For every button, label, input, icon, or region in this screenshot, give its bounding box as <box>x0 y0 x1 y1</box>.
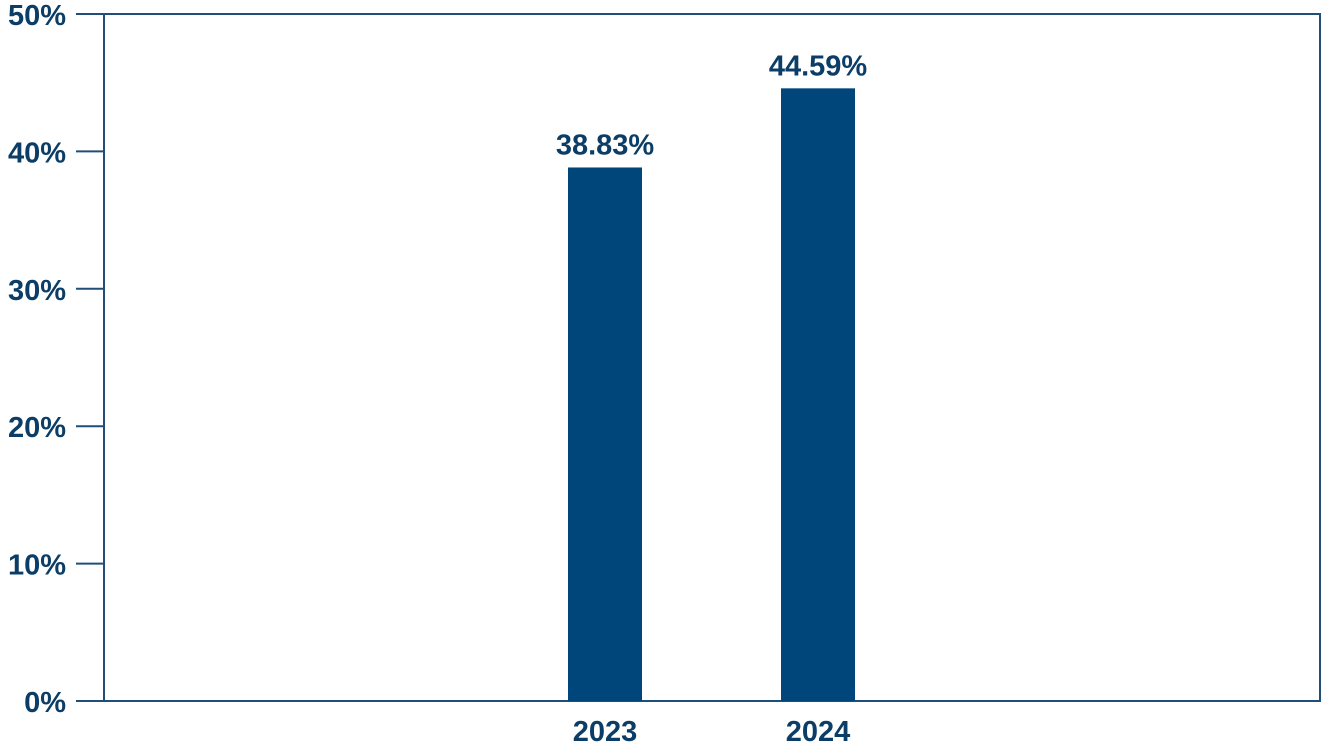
bar-2024 <box>781 88 855 702</box>
y-tick-label: 10% <box>8 550 66 582</box>
y-tick-label: 20% <box>8 412 66 444</box>
y-tick-label: 30% <box>8 275 66 307</box>
x-axis: 2023 2024 <box>573 716 851 743</box>
x-category-label: 2024 <box>786 716 851 743</box>
bar-value-label: 44.59% <box>769 50 868 82</box>
bar-series: 38.83% 44.59% <box>556 50 868 702</box>
y-tick-label: 0% <box>24 687 66 719</box>
y-tick-label: 40% <box>8 137 66 169</box>
plot-area-frame <box>103 13 1321 702</box>
x-category-label: 2023 <box>573 716 638 743</box>
bar-2023 <box>568 167 642 701</box>
y-tick-label: 50% <box>8 0 66 32</box>
y-axis: 0% 10% 20% 30% 40% 50% <box>8 0 104 719</box>
bar-value-label: 38.83% <box>556 129 655 161</box>
